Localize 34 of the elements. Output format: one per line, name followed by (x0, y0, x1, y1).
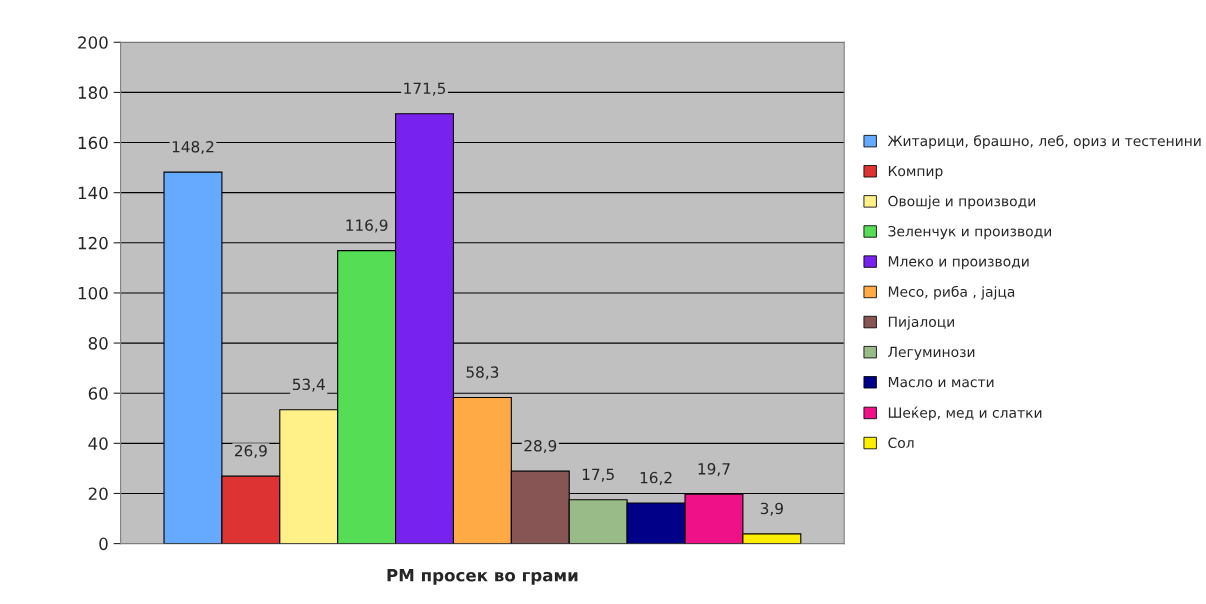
y-tick-label: 140 (78, 186, 108, 200)
legend-label: Легуминози (888, 346, 975, 360)
y-tick-label: 40 (88, 437, 108, 450)
y-tick-label: 0 (99, 537, 108, 551)
legend-label: Шеќер, мед и слатки (888, 406, 1042, 421)
legend-label: Млеко и производи (888, 256, 1029, 270)
data-label: 16,2 (640, 471, 672, 485)
legend-label: Компир (888, 165, 943, 179)
legend-label: Овошје и производи (888, 195, 1035, 210)
data-label: 3,9 (760, 502, 783, 516)
x-tick-label: РМ просек во грами (387, 569, 578, 585)
data-label: 116,9 (346, 219, 388, 233)
legend-label: Житарици, брашно, леб, ориз и тестенини (887, 135, 1201, 149)
y-tick-label: 160 (78, 136, 108, 150)
data-label: 28,9 (524, 439, 557, 454)
data-label: 53,4 (292, 378, 325, 392)
legend-label: Масло и масти (888, 376, 994, 388)
y-tick-label: 20 (88, 487, 108, 501)
data-label: 58,3 (466, 366, 499, 380)
y-tick-label: 200 (78, 36, 108, 49)
legend-label: Сол (888, 437, 914, 449)
y-tick-label: 180 (78, 86, 108, 99)
legend-label: Пијалоци (888, 316, 954, 330)
y-tick-label: 120 (78, 236, 108, 250)
data-label: 17,5 (582, 468, 614, 482)
data-label: 26,9 (234, 444, 267, 459)
legend-label: Месо, риба , јајца (888, 285, 1015, 300)
y-tick-label: 60 (88, 387, 108, 400)
data-label: 19,7 (698, 463, 730, 477)
data-label: 171,5 (404, 82, 446, 96)
y-tick-label: 80 (88, 337, 108, 350)
y-tick-label: 100 (78, 286, 108, 300)
data-label: 148,2 (172, 140, 214, 155)
legend-label: Зеленчук и производи (888, 225, 1052, 240)
